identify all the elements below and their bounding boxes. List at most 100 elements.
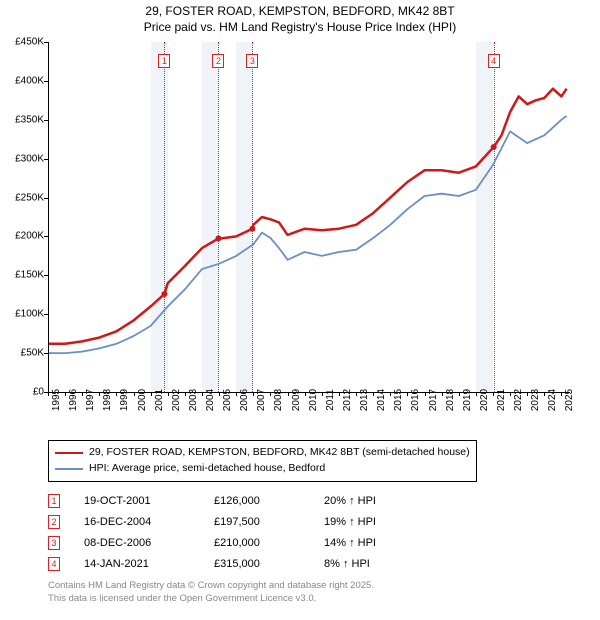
x-tick-label: 2000	[137, 389, 148, 411]
sale-row-marker: 3	[48, 536, 60, 550]
x-tick-mark	[151, 392, 152, 396]
sale-date: 14-JAN-2021	[84, 558, 214, 570]
x-tick-label: 2013	[359, 389, 370, 411]
sale-row-marker: 2	[48, 515, 60, 529]
chart-lines-svg	[48, 42, 570, 392]
x-tick-label: 2021	[496, 389, 507, 411]
x-tick-label: 2015	[393, 389, 404, 411]
sale-marker-box: 2	[212, 54, 224, 68]
x-tick-mark	[65, 392, 66, 396]
x-tick-mark	[202, 392, 203, 396]
sale-price: £197,500	[214, 516, 324, 528]
sale-hpi: 20% ↑ HPI	[324, 495, 376, 507]
x-tick-mark	[407, 392, 408, 396]
x-tick-label: 2017	[428, 389, 439, 411]
x-tick-mark	[168, 392, 169, 396]
y-tick-label: £0	[33, 387, 44, 398]
sale-hpi: 14% ↑ HPI	[324, 537, 376, 549]
x-tick-label: 2019	[462, 389, 473, 411]
x-tick-label: 1999	[119, 389, 130, 411]
x-tick-mark	[322, 392, 323, 396]
y-tick-label: £400K	[15, 75, 44, 86]
x-tick-label: 2018	[445, 389, 456, 411]
y-tick-label: £150K	[15, 270, 44, 281]
sale-price: £210,000	[214, 537, 324, 549]
y-tick-label: £450K	[15, 37, 44, 48]
sale-hpi: 8% ↑ HPI	[324, 558, 370, 570]
x-tick-label: 1996	[68, 389, 79, 411]
x-axis: 1995199619971998199920002001200220032004…	[48, 392, 570, 437]
y-tick-label: £200K	[15, 231, 44, 242]
sale-hpi: 19% ↑ HPI	[324, 516, 376, 528]
sale-date: 08-DEC-2006	[84, 537, 214, 549]
sale-row-marker: 4	[48, 557, 60, 571]
x-tick-mark	[185, 392, 186, 396]
y-axis: £0£50K£100K£150K£200K£250K£300K£350K£400…	[0, 42, 48, 392]
x-tick-mark	[219, 392, 220, 396]
sale-marker-box: 1	[158, 54, 170, 68]
x-tick-label: 2004	[205, 389, 216, 411]
x-tick-label: 2011	[325, 389, 336, 411]
x-tick-mark	[270, 392, 271, 396]
title-line-2: Price paid vs. HM Land Registry's House …	[0, 20, 600, 36]
x-tick-mark	[544, 392, 545, 396]
sale-date: 16-DEC-2004	[84, 516, 214, 528]
y-tick-label: £300K	[15, 153, 44, 164]
x-tick-label: 2001	[154, 389, 165, 411]
x-tick-label: 1998	[102, 389, 113, 411]
legend-row: 29, FOSTER ROAD, KEMPSTON, BEDFORD, MK42…	[55, 445, 470, 461]
x-tick-label: 2020	[479, 389, 490, 411]
x-tick-label: 2007	[256, 389, 267, 411]
sale-row-marker: 1	[48, 494, 60, 508]
sale-row: 119-OCT-2001£126,00020% ↑ HPI	[48, 490, 376, 511]
x-tick-label: 2014	[376, 389, 387, 411]
x-tick-mark	[442, 392, 443, 396]
x-tick-mark	[116, 392, 117, 396]
x-tick-label: 2023	[530, 389, 541, 411]
footer-line-1: Contains HM Land Registry data © Crown c…	[48, 580, 374, 593]
y-axis-line	[48, 42, 49, 392]
x-tick-mark	[305, 392, 306, 396]
x-tick-label: 2006	[239, 389, 250, 411]
sale-dot	[491, 144, 497, 150]
series-price_paid	[48, 89, 567, 344]
x-tick-label: 2012	[342, 389, 353, 411]
sale-dot	[216, 235, 222, 241]
x-tick-label: 2009	[291, 389, 302, 411]
y-tick-label: £250K	[15, 192, 44, 203]
x-tick-mark	[373, 392, 374, 396]
x-tick-label: 2022	[513, 389, 524, 411]
legend-swatch	[55, 468, 83, 470]
x-tick-mark	[459, 392, 460, 396]
x-tick-label: 2005	[222, 389, 233, 411]
x-tick-label: 2010	[308, 389, 319, 411]
x-tick-mark	[99, 392, 100, 396]
x-tick-mark	[236, 392, 237, 396]
x-tick-mark	[493, 392, 494, 396]
sale-date: 19-OCT-2001	[84, 495, 214, 507]
legend-label: HPI: Average price, semi-detached house,…	[89, 461, 325, 477]
x-tick-mark	[390, 392, 391, 396]
sales-table: 119-OCT-2001£126,00020% ↑ HPI216-DEC-200…	[48, 490, 376, 574]
sale-marker-box: 3	[246, 54, 258, 68]
x-tick-label: 2025	[564, 389, 575, 411]
sale-price: £315,000	[214, 558, 324, 570]
title-line-1: 29, FOSTER ROAD, KEMPSTON, BEDFORD, MK42…	[0, 4, 600, 20]
y-tick-label: £350K	[15, 114, 44, 125]
x-tick-mark	[288, 392, 289, 396]
legend-row: HPI: Average price, semi-detached house,…	[55, 461, 470, 477]
x-tick-mark	[48, 392, 49, 396]
footer-line-2: This data is licensed under the Open Gov…	[48, 593, 374, 606]
sale-marker-box: 4	[488, 54, 500, 68]
sale-row: 4 14-JAN-2021£315,0008% ↑ HPI	[48, 553, 376, 574]
x-tick-label: 2016	[410, 389, 421, 411]
footer-attribution: Contains HM Land Registry data © Crown c…	[48, 580, 374, 606]
y-tick-label: £100K	[15, 309, 44, 320]
chart-plot-area: 1 2 3 4	[48, 42, 570, 392]
x-tick-label: 1997	[85, 389, 96, 411]
x-tick-label: 2024	[547, 389, 558, 411]
sale-dot	[161, 291, 167, 297]
chart-container: 29, FOSTER ROAD, KEMPSTON, BEDFORD, MK42…	[0, 0, 600, 620]
x-tick-mark	[339, 392, 340, 396]
sale-row: 2 16-DEC-2004£197,50019% ↑ HPI	[48, 511, 376, 532]
